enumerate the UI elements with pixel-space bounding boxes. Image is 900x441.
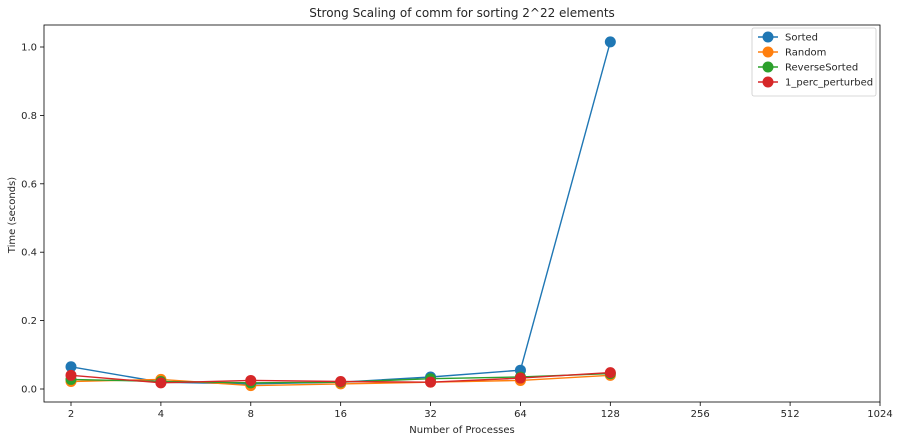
y-tick-label: 0.2: [21, 316, 37, 327]
data-point: [604, 36, 616, 48]
x-tick-label: 16: [334, 409, 347, 420]
x-tick-label: 64: [514, 409, 527, 420]
x-tick-label: 512: [781, 409, 800, 420]
legend-label: ReverseSorted: [785, 63, 858, 74]
legend-marker: [762, 31, 774, 43]
series-lines: [65, 36, 616, 392]
plot-frame: [43, 24, 881, 403]
chart-title: Strong Scaling of comm for sorting 2^22 …: [309, 6, 615, 20]
x-tick-label: 8: [248, 409, 254, 420]
y-tick-label: 0.8: [21, 111, 37, 122]
x-tick-label: 2: [68, 409, 74, 420]
x-tick-label: 1024: [867, 409, 892, 420]
legend-marker: [762, 61, 774, 73]
x-tick-label: 4: [158, 409, 164, 420]
data-point: [245, 374, 257, 386]
y-tick-label: 1.0: [21, 43, 37, 54]
data-point: [65, 369, 77, 381]
y-tick-label: 0.0: [21, 385, 37, 396]
y-tick-label: 0.6: [21, 179, 37, 190]
data-point: [425, 376, 437, 388]
axis-ticks: 2 4 8 16 32 64 128 256 512 1024 0.0 0.2 0.4 0.6 0.8 1.0: [21, 43, 893, 421]
legend-label: 1_perc_perturbed: [785, 78, 873, 89]
legend: Sorted Random ReverseSorted 1_perc_perturbe…: [751, 27, 877, 97]
y-axis-label: Time (seconds): [7, 177, 18, 254]
data-point: [604, 367, 616, 379]
x-tick-label: 32: [424, 409, 437, 420]
legend-marker: [762, 76, 774, 88]
x-tick-label: 128: [601, 409, 620, 420]
data-point: [335, 375, 347, 387]
plot-area: [43, 24, 881, 403]
data-point: [155, 377, 167, 389]
data-point: [514, 372, 526, 384]
legend-label: Sorted: [785, 33, 818, 44]
legend-label: Random: [785, 48, 826, 59]
legend-marker: [762, 46, 774, 58]
y-tick-label: 0.4: [21, 248, 37, 259]
x-axis-label: Number of Processes: [409, 425, 514, 436]
x-tick-label: 256: [691, 409, 710, 420]
legend-box: [751, 27, 877, 97]
data-point: [65, 361, 77, 373]
